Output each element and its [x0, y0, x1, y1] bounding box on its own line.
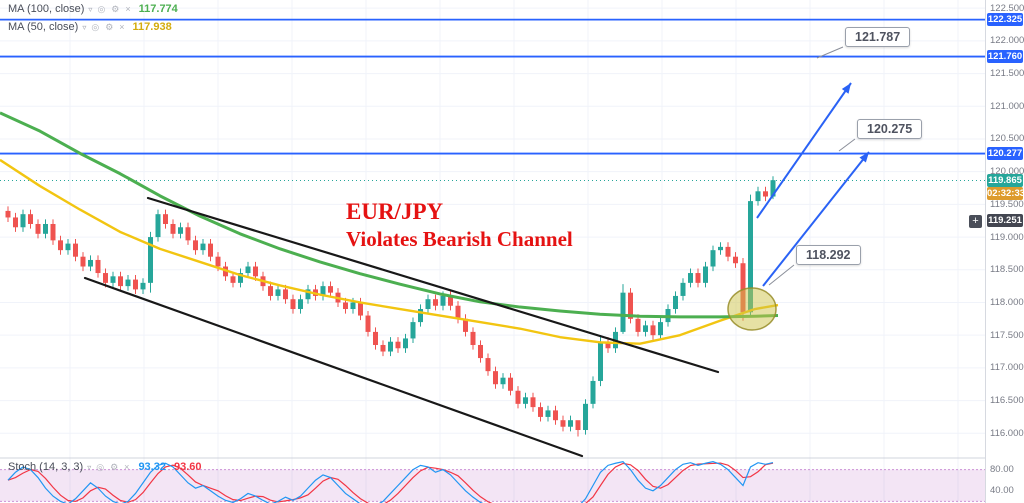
stoch-label: Stoch (14, 3, 3) — [8, 461, 84, 473]
delete-icon[interactable]: × — [124, 462, 130, 472]
eye-icon[interactable]: ◎ — [96, 461, 105, 472]
price-tick-label: 122.500 — [990, 2, 1024, 14]
countdown-badge: 02:32:33 — [987, 187, 1024, 200]
stoch-tick-label: 80.00 — [990, 464, 1014, 476]
settings-gear-icon[interactable]: ⚙ — [110, 461, 119, 472]
stoch-k-value: 93.32 — [138, 461, 166, 473]
price-tick-label: 118.000 — [990, 296, 1024, 308]
price-callout-120275[interactable]: 120.275 — [857, 119, 923, 139]
last-price-badge: 119.865 — [987, 174, 1023, 187]
stoch-tick-label: 40.00 — [990, 485, 1014, 497]
settings-gear-icon[interactable]: ⚙ — [105, 21, 114, 32]
price-tick-label: 120.500 — [990, 133, 1024, 145]
chart-annotation-text[interactable]: EUR/JPY Violates Bearish Channel — [346, 198, 573, 253]
chart-canvas[interactable] — [0, 0, 985, 503]
ma50-value: 117.938 — [132, 21, 172, 33]
price-tick-label: 121.000 — [990, 100, 1024, 112]
annotation-line1: EUR/JPY — [346, 199, 444, 224]
settings-gear-icon[interactable]: ⚙ — [111, 3, 120, 14]
add-order-plus-button[interactable]: + — [969, 215, 982, 228]
stoch-d-value: 93.60 — [173, 461, 202, 473]
price-tick-label: 121.500 — [990, 68, 1024, 80]
price-tick-label: 117.500 — [990, 329, 1024, 341]
ma50-label: MA (50, close) — [8, 21, 79, 33]
ma100-legend: MA (100, close) ▿ ◎ ⚙ × 117.774 — [8, 3, 178, 15]
prev-close-badge: 119.251 — [987, 214, 1023, 228]
price-callout-118292[interactable]: 118.292 — [796, 245, 861, 265]
price-tick-label: 120.000 — [990, 166, 1024, 178]
eye-icon[interactable]: ◎ — [97, 3, 106, 14]
level-badge-120277: 120.277 — [987, 147, 1023, 161]
level-badge-122325: 122.325 — [987, 13, 1023, 27]
price-axis[interactable]: 122.500 122.000 121.500 121.000 120.500 120.0… — [985, 0, 1024, 503]
price-tick-label: 122.000 — [990, 35, 1024, 47]
price-tick-label: 119.500 — [990, 198, 1024, 210]
price-tick-label: 116.000 — [990, 427, 1024, 439]
chevron-down-icon[interactable]: ▿ — [87, 462, 92, 472]
ma100-label: MA (100, close) — [8, 3, 85, 15]
annotation-line2: Violates Bearish Channel — [346, 227, 573, 251]
price-tick-label: 117.000 — [990, 362, 1024, 374]
chevron-down-icon[interactable]: ▿ — [82, 22, 87, 32]
price-callout-121787[interactable]: 121.787 — [845, 27, 911, 47]
level-badge-121760: 121.760 — [987, 50, 1023, 64]
ma50-legend: MA (50, close) ▿ ◎ ⚙ × 117.938 — [8, 21, 172, 33]
stoch-legend: Stoch (14, 3, 3) ▿ ◎ ⚙ × 93.32 93.60 — [8, 461, 202, 473]
price-tick-label: 118.500 — [990, 264, 1024, 276]
ma100-value: 117.774 — [138, 3, 178, 15]
delete-icon[interactable]: × — [125, 4, 131, 14]
price-tick-label: 119.000 — [990, 231, 1024, 243]
eye-icon[interactable]: ◎ — [91, 21, 100, 32]
delete-icon[interactable]: × — [119, 22, 125, 32]
price-tick-label: 116.500 — [990, 395, 1024, 407]
chevron-down-icon[interactable]: ▿ — [88, 4, 93, 14]
